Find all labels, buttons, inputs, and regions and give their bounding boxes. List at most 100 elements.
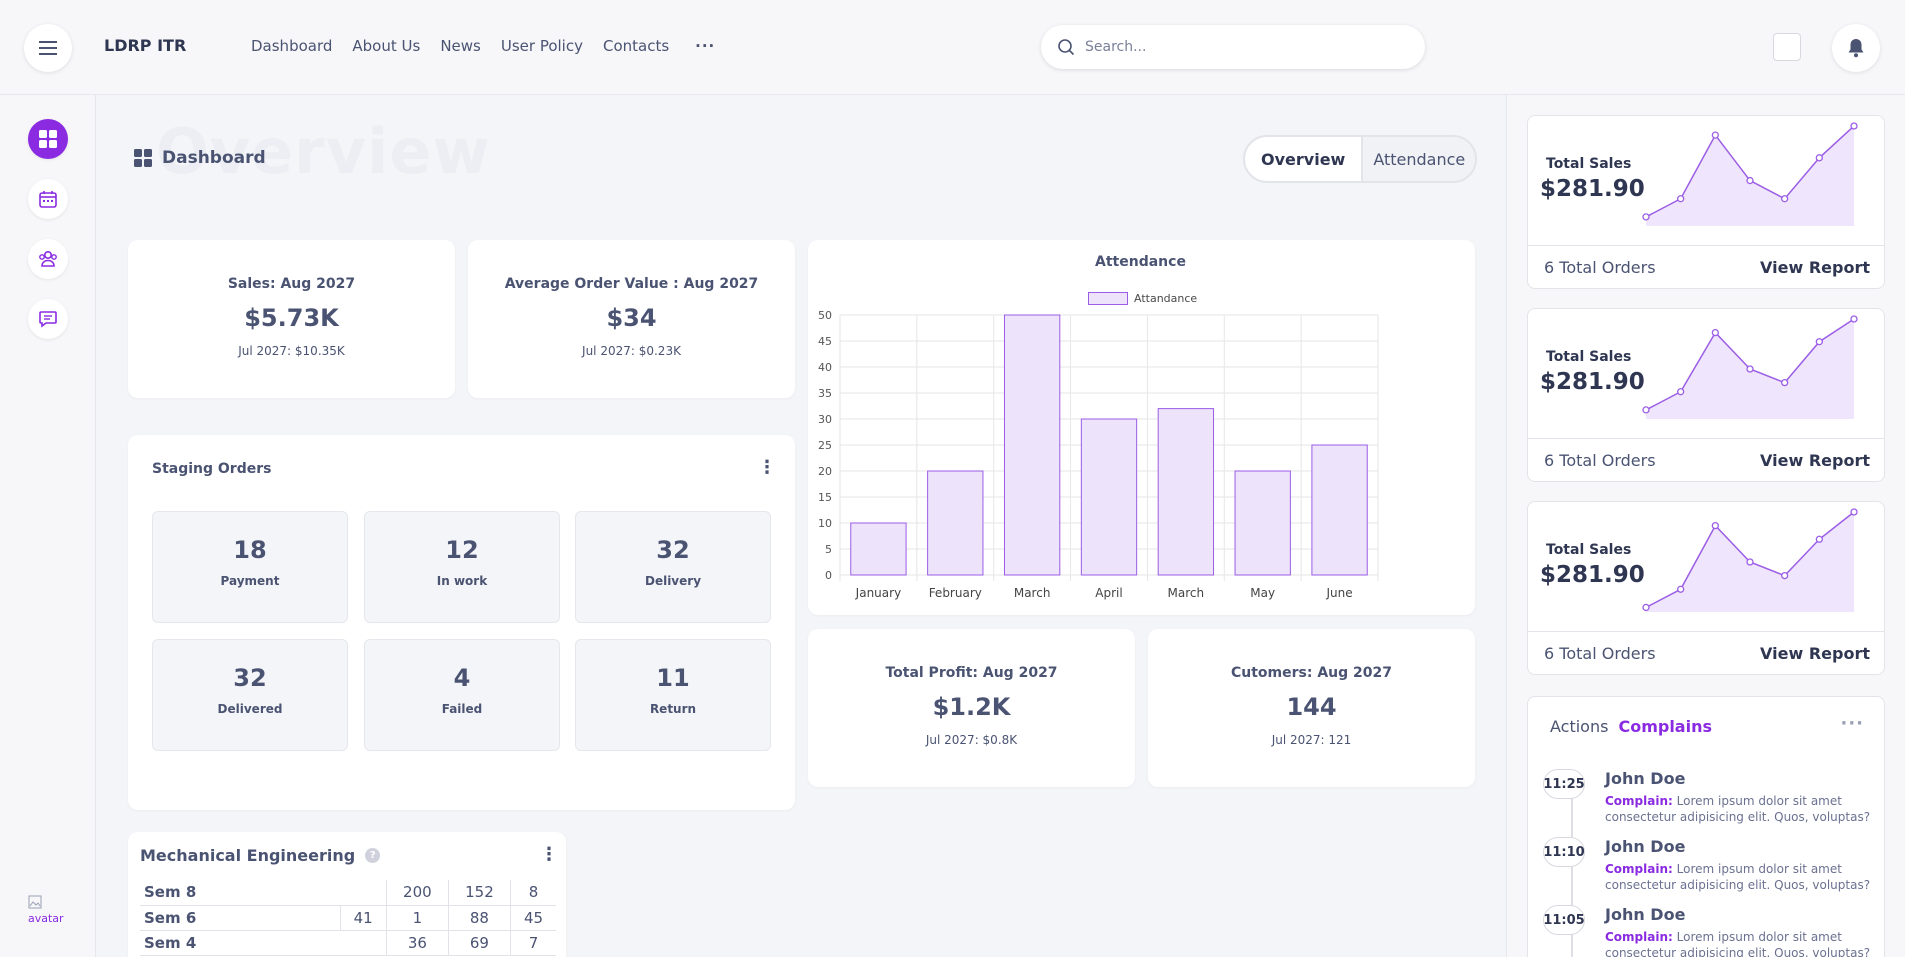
y-tick-label: 35 [818,387,832,400]
sparkline-point [1642,603,1650,612]
timeline-name: John Doe [1605,837,1686,856]
y-tick-label: 20 [818,465,832,478]
table-cell [340,880,387,906]
y-tick-label: 50 [818,309,832,322]
timeline-name: John Doe [1605,769,1686,788]
sidebar-item-users[interactable] [28,239,68,279]
x-tick-label: March [1168,586,1205,600]
calendar-icon [39,191,57,208]
sales-orders: 6 Total Orders [1544,451,1656,470]
timeline-time: 11:05 [1543,905,1585,935]
actions-more-button[interactable]: ··· [1840,713,1864,734]
tile-number: 11 [656,664,690,692]
x-tick-label: June [1326,586,1353,600]
complain-text: Lorem ipsum dolor sit amet consectetur a… [1605,862,1871,892]
nav-more-button[interactable]: ··· [695,37,716,55]
stat-sub: Jul 2027: $0.8K [925,733,1018,747]
sparkline-point [1642,213,1650,221]
view-report-link[interactable]: View Report [1760,451,1870,470]
view-report-link[interactable]: View Report [1760,644,1870,663]
mech-title: Mechanical Engineering ? [140,846,381,865]
sales-orders: 6 Total Orders [1544,644,1656,663]
tile-delivered[interactable]: 32 Delivered [152,639,348,751]
bar [1080,418,1138,576]
nav-about-us[interactable]: About Us [352,37,421,55]
users-icon [39,250,57,267]
legend-label: Attandance [1134,292,1198,305]
table-row: Sem 6 41 1 88 45 [140,905,556,931]
tile-failed[interactable]: 4 Failed [364,639,560,751]
sidebar-avatar[interactable]: avatar [28,895,68,935]
table-cell [340,930,387,956]
search-input[interactable] [1085,39,1385,55]
sparkline-point [1815,338,1823,346]
nav-contacts[interactable]: Contacts [602,37,670,55]
bar [1157,408,1215,576]
tile-number: 32 [233,664,267,692]
row-name: Sem 8 [140,880,340,906]
stat-card-profit: Total Profit: Aug 2027 $1.2K Jul 2027: $… [808,629,1135,787]
grid-icon [39,130,57,148]
tile-caption: Return [649,702,697,716]
help-icon[interactable]: ? [365,848,381,863]
hamburger-icon [39,41,57,55]
y-tick-label: 15 [818,491,832,504]
tab-attendance[interactable]: Attendance [1361,137,1476,181]
sales-card-top [1528,502,1884,632]
table-cell: 7 [510,930,556,956]
chart-legend[interactable]: Attandance [1088,292,1197,305]
broken-image-icon [28,895,42,909]
tab-complains[interactable]: Complains [1618,717,1712,736]
search-icon [1058,39,1075,56]
attendance-chart-card: Attendance Attandance 0 5 10 15 20 25 30 35 40 45… [808,240,1475,615]
complain-label: Complain: [1605,930,1673,944]
staging-menu-button[interactable]: ⋮ [758,457,776,478]
sparkline-point [1677,195,1685,203]
sidebar-item-dashboard[interactable] [28,119,68,159]
tile-delivery[interactable]: 32 Delivery [575,511,771,623]
table-cell: 36 [385,930,449,956]
tile-in-work[interactable]: 12 In work [364,511,560,623]
nav-user-policy[interactable]: User Policy [500,37,583,55]
view-report-link[interactable]: View Report [1760,258,1870,277]
sales-card: Total Sales $281.90 6 Total Orders View … [1527,308,1885,482]
staging-orders-card: Staging Orders ⋮ 18 Payment 12 In work 3… [128,435,795,810]
nav-dashboard[interactable]: Dashboard [251,37,333,55]
nav-news[interactable]: News [440,37,481,55]
tile-caption: Delivery [644,574,702,588]
sidebar-item-calendar[interactable] [28,179,68,219]
sidebar-item-messages[interactable] [28,299,68,339]
complain-label: Complain: [1605,794,1673,808]
sparkline-point [1781,378,1789,387]
page-title: Dashboard [134,148,266,168]
stat-value: $1.2K [932,693,1011,721]
x-tick-label: April [1095,586,1122,600]
notifications-button[interactable] [1832,24,1880,72]
bar [1003,314,1061,576]
stat-label: Cutomers: Aug 2027 [1230,665,1392,681]
sparkline-point [1677,388,1685,396]
mech-menu-button[interactable]: ⋮ [540,844,558,865]
actions-card: Actions Complains ··· 11:25 John Doe Com… [1527,696,1885,957]
y-tick-label: 0 [825,569,832,582]
timeline-text: Complain: Lorem ipsum dolor sit amet con… [1605,929,1883,957]
tile-number: 32 [656,536,690,564]
tab-actions[interactable]: Actions [1550,717,1609,736]
mech-table: Sem 8 200 152 8 Sem 6 41 1 88 45 Sem 4 3… [140,880,556,956]
tile-return[interactable]: 11 Return [575,639,771,751]
tile-caption: In work [436,574,488,588]
timeline-line [1571,787,1573,957]
timeline-time: 11:10 [1543,837,1585,867]
sparkline-area [1646,126,1854,226]
tab-overview[interactable]: Overview [1261,149,1346,169]
tile-number: 4 [453,664,471,692]
menu-button[interactable] [24,24,72,72]
tile-payment[interactable]: 18 Payment [152,511,348,623]
tile-caption: Delivered [217,702,283,716]
sparkline-point [1711,131,1719,139]
sales-amount: $281.90 [1540,176,1645,202]
sparkline-point [1850,315,1858,323]
y-tick-label: 5 [825,543,832,556]
user-avatar[interactable] [1773,33,1801,61]
brand-name: LDRP ITR [104,36,187,55]
